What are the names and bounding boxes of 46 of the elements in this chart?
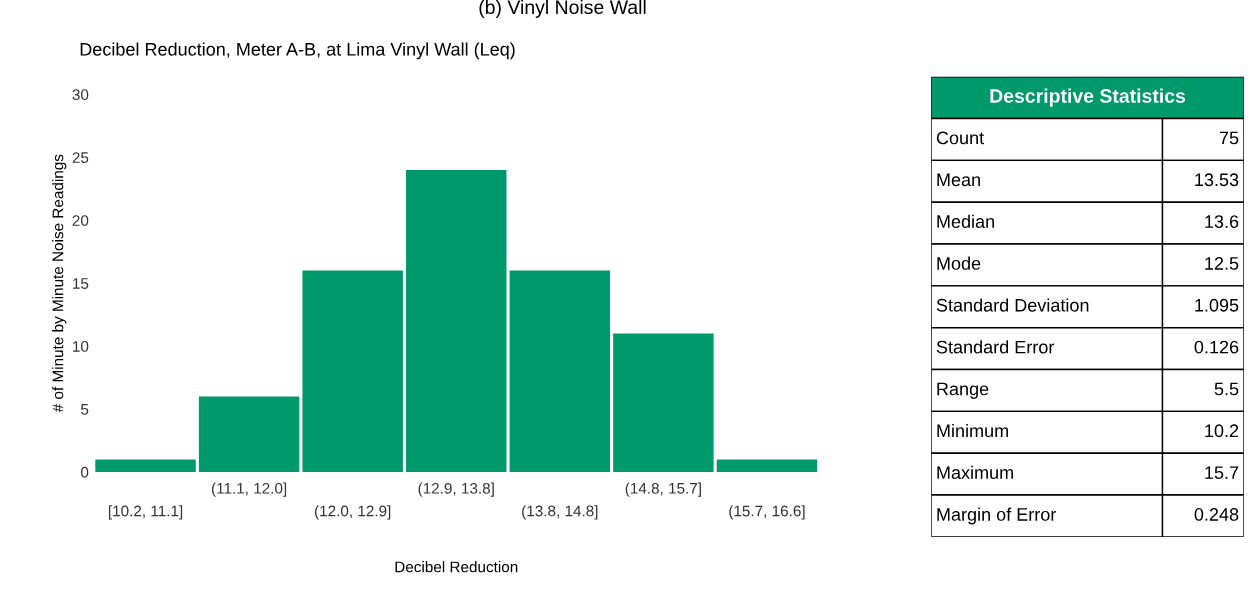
data-label: 13.6 [1205,215,1239,228]
text: Descriptive Statistics [990,88,1186,107]
x-tick-label: [10.2, 11.1] [108,505,183,520]
category-label: Count [936,131,984,145]
data-label: 12.5 [1205,257,1239,270]
bar [716,459,818,472]
x-axis-title: Decibel Reduction [395,561,518,573]
data-label: 10.2 [1205,424,1239,438]
x-tick-label: (12.9, 13.8] [418,482,494,497]
y-tick-label: 20 [72,215,89,226]
bar [613,333,714,472]
category-label: Mean [937,173,980,187]
category-label: Median [937,214,994,228]
y-tick-label: 5 [81,404,89,415]
y-tick-label: 30 [72,89,89,101]
x-tick-label: (14.8, 15.7] [625,482,701,497]
data-label: 1.095 [1195,298,1239,312]
data-label: 5.5 [1214,382,1239,396]
x-tick-label: (11.1, 12.0] [211,482,287,497]
category-label: Mode [937,256,981,270]
y-tick-label: 0 [80,466,89,478]
category-label: Range [937,382,989,399]
x-tick-label: (13.8, 14.8] [522,505,598,520]
category-label: Margin of Error [937,507,1057,525]
category-label: Minimum [937,423,1008,438]
bar [198,396,300,472]
y-tick-label: 10 [73,341,89,352]
bar [302,270,403,472]
y-tick-label: 25 [72,152,89,164]
category-label: Standard Error [936,340,1055,354]
data-label: 75 [1219,131,1239,145]
bar [509,270,611,472]
data-label: 15.7 [1205,466,1239,479]
y-axis-title: # of Minute by Minute Noise Readings [52,154,67,413]
y-tick-label: 15 [73,278,89,289]
x-tick-label: (15.7, 16.6] [729,505,805,520]
chart-title: Decibel Reduction, Meter A-B, at Lima Vinyl Wall (Leq) [80,42,515,60]
data-label: 13.53 [1195,173,1239,187]
x-tick-label: (12.0, 12.9] [314,505,391,520]
bar [406,169,507,472]
data-label: 0.126 [1194,340,1239,354]
text: (b) Vinyl Noise Wall [479,0,646,18]
data-label: 0.248 [1194,508,1239,521]
category-label: Maximum [937,465,1013,479]
bar [95,459,196,472]
category-label: Standard Deviation [936,298,1089,312]
